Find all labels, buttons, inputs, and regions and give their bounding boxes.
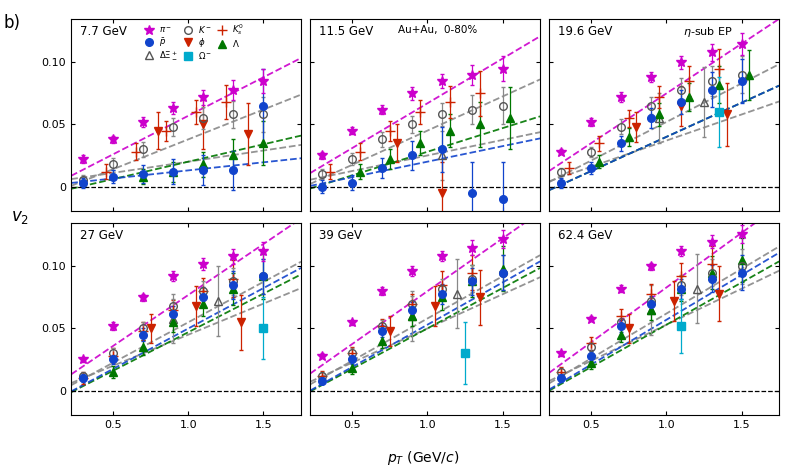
Text: 7.7 GeV: 7.7 GeV [81,25,127,38]
Text: 11.5 GeV: 11.5 GeV [320,25,373,38]
Text: 27 GeV: 27 GeV [81,228,123,242]
Text: $v_2$: $v_2$ [11,208,28,226]
Text: 19.6 GeV: 19.6 GeV [558,25,613,38]
Legend: $\pi^-$, $\bar{p}$, $\Delta\Xi^+_-$, $K^-$, $\phi$, $\Omega^-$, $K^0_s$, $\Lambd: $\pi^-$, $\bar{p}$, $\Delta\Xi^+_-$, $K^… [140,21,244,62]
Text: 62.4 GeV: 62.4 GeV [558,228,613,242]
Text: $\eta$-sub EP: $\eta$-sub EP [683,25,732,39]
Text: $p_T$ (GeV/$c$): $p_T$ (GeV/$c$) [387,449,460,467]
Text: b): b) [4,14,21,32]
Text: 39 GeV: 39 GeV [320,228,362,242]
Text: Au+Au,  0-80%: Au+Au, 0-80% [398,25,477,34]
